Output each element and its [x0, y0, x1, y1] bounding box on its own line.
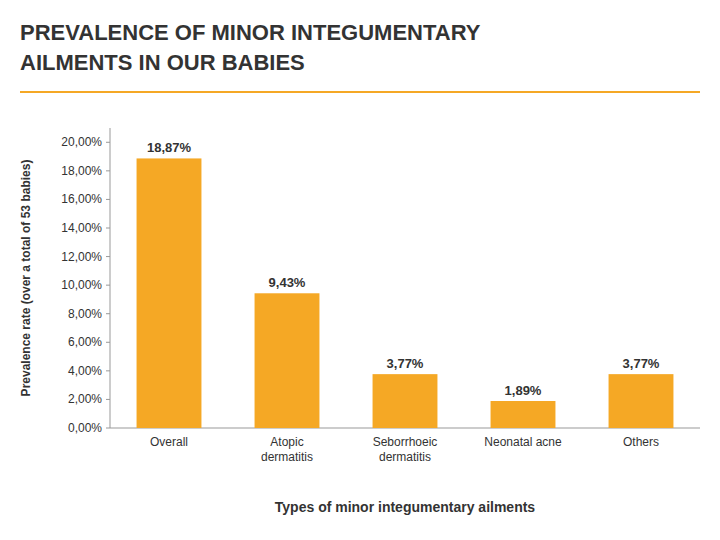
y-tick	[106, 199, 110, 200]
bar	[255, 293, 320, 428]
y-tick-label: 10,00%	[61, 278, 102, 292]
x-tick-label: Others	[623, 435, 659, 449]
y-tick-label: 18,00%	[61, 164, 102, 178]
bar	[373, 374, 438, 428]
x-tick-label: Neonatal acne	[484, 435, 562, 449]
x-tick-label: Seborrhoeicdermatitis	[373, 435, 438, 464]
x-tick-label: Atopicdermatitis	[261, 435, 313, 464]
y-tick-label: 6,00%	[68, 335, 102, 349]
y-tick	[106, 228, 110, 229]
y-tick	[106, 170, 110, 171]
data-label: 18,87%	[147, 140, 192, 155]
data-label: 3,77%	[623, 356, 660, 371]
y-tick-label: 16,00%	[61, 192, 102, 206]
y-tick-label: 8,00%	[68, 307, 102, 321]
bar	[491, 401, 556, 428]
data-label: 3,77%	[387, 356, 424, 371]
x-axis-title: Types of minor integumentary ailments	[275, 499, 536, 515]
y-tick-label: 2,00%	[68, 392, 102, 406]
title-rule	[20, 91, 700, 93]
y-tick	[106, 399, 110, 400]
y-tick	[106, 370, 110, 371]
y-tick	[106, 256, 110, 257]
y-tick	[106, 142, 110, 143]
bars	[137, 158, 674, 428]
y-tick-label: 4,00%	[68, 364, 102, 378]
y-tick	[106, 428, 110, 429]
y-tick	[106, 313, 110, 314]
x-tick-label: Overall	[150, 435, 188, 449]
bar	[137, 158, 202, 428]
data-label: 9,43%	[269, 275, 306, 290]
bar	[609, 374, 674, 428]
y-tick-label: 12,00%	[61, 250, 102, 264]
data-label: 1,89%	[505, 383, 542, 398]
y-axis-title: Prevalence rate (over a total of 53 babi…	[19, 160, 33, 397]
y-tick	[106, 342, 110, 343]
chart: PREVALENCE OF MINOR INTEGUMENTARYAILMENT…	[0, 0, 720, 540]
y-tick	[106, 285, 110, 286]
y-tick-label: 20,00%	[61, 135, 102, 149]
plot-area: 0,00% 2,00% 4,00% 6,00% 8,00% 10,00% 12,00% 14,…	[61, 128, 700, 435]
y-tick-label: 14,00%	[61, 221, 102, 235]
y-axis-line	[110, 128, 111, 428]
y-tick-label: 0,00%	[68, 421, 102, 435]
title: PREVALENCE OF MINOR INTEGUMENTARYAILMENT…	[20, 20, 481, 75]
